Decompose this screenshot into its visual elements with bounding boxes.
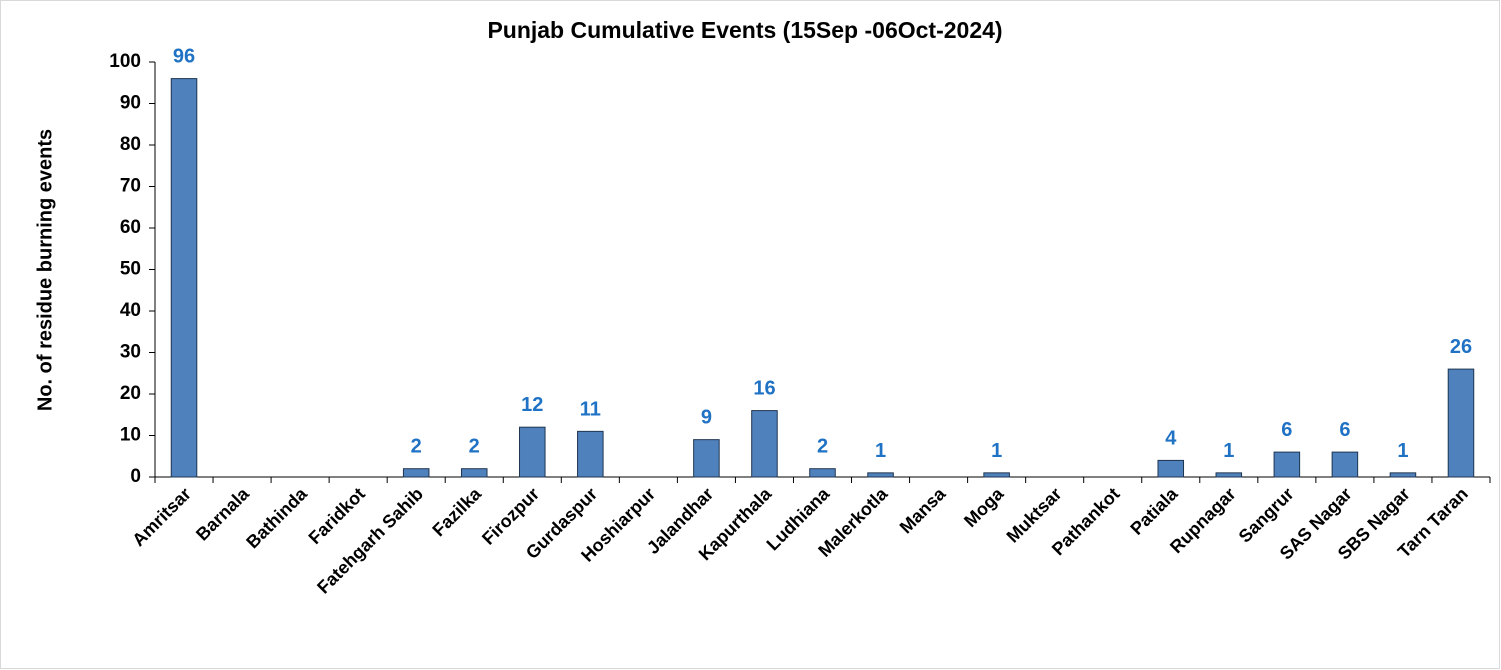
data-label: 1 [875,440,886,462]
bar [693,439,720,478]
data-label: 6 [1281,419,1292,441]
data-label: 2 [817,436,828,458]
y-tick-label: 70 [120,176,141,197]
bar [751,410,778,478]
bar [1389,472,1417,478]
data-label: 4 [1165,427,1177,449]
y-tick-label: 0 [130,466,141,487]
bar [1157,459,1185,478]
bar [519,426,546,478]
data-label: 2 [469,436,480,458]
data-label: 6 [1339,419,1350,441]
data-label: 11 [580,398,601,420]
data-label: 1 [1223,440,1234,462]
y-tick-label: 40 [120,300,141,321]
bar [983,472,1010,478]
bar [460,468,488,478]
bar [809,468,836,478]
y-axis-label: No. of residue burning events [34,129,56,411]
y-tick-label: 60 [120,217,141,238]
bar [1215,472,1243,478]
data-label: 2 [411,436,422,458]
bar [1273,451,1301,478]
bar [577,430,604,478]
data-label: 9 [701,407,712,429]
y-tick-label: 10 [120,425,141,446]
y-tick-label: 80 [120,134,141,155]
bar [402,468,430,478]
data-label: 96 [173,46,195,68]
y-tick-label: 50 [120,259,141,280]
y-tick-label: 90 [120,93,141,114]
data-label: 26 [1450,336,1472,358]
data-label: 12 [521,394,543,416]
data-label: 1 [1397,440,1408,462]
bar [867,472,894,478]
y-tick-label: 20 [120,383,141,404]
chart-title: Punjab Cumulative Events (15Sep -06Oct-2… [487,17,1002,43]
bar [1447,368,1475,478]
data-label: 16 [753,378,775,400]
bar [1331,451,1359,478]
y-tick-label: 30 [120,342,141,363]
bar [170,78,198,478]
data-label: 1 [991,440,1002,462]
y-tick-label: 100 [109,51,141,72]
